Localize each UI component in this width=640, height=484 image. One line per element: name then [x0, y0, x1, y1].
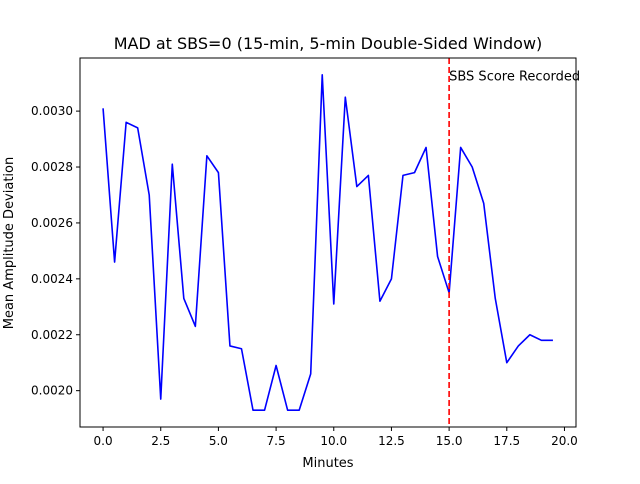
x-tick-label: 0.0 [94, 434, 113, 448]
chart-title: MAD at SBS=0 (15-min, 5-min Double-Sided… [114, 34, 543, 53]
y-tick-label: 0.0030 [31, 104, 73, 118]
y-tick-label: 0.0026 [31, 216, 73, 230]
y-axis-label: Mean Amplitude Deviation [2, 157, 17, 330]
x-tick-label: 15.0 [436, 434, 463, 448]
axis-ticks: 0.0 2.5 5.0 7.5 10.0 12.5 15.0 17.5 20.0 0.0020 0.… [31, 104, 578, 448]
x-tick-label: 17.5 [493, 434, 520, 448]
x-axis-label: Minutes [302, 456, 353, 471]
x-tick-label: 10.0 [320, 434, 347, 448]
x-tick-label: 7.5 [267, 434, 286, 448]
axes-frame [79, 57, 577, 428]
x-tick-label: 2.5 [151, 434, 170, 448]
y-tick-label: 0.0022 [31, 328, 73, 342]
x-tick-label: 12.5 [378, 434, 405, 448]
x-tick-label: 20.0 [551, 434, 578, 448]
y-tick-label: 0.0024 [31, 272, 73, 286]
series-line [102, 73, 553, 412]
annotation-label: SBS Score Recorded [449, 69, 580, 84]
y-tick-label: 0.0020 [31, 384, 73, 398]
x-tick-label: 5.0 [209, 434, 228, 448]
y-tick-label: 0.0028 [31, 160, 73, 174]
plot-area: SBS Score Recorded [102, 58, 580, 427]
